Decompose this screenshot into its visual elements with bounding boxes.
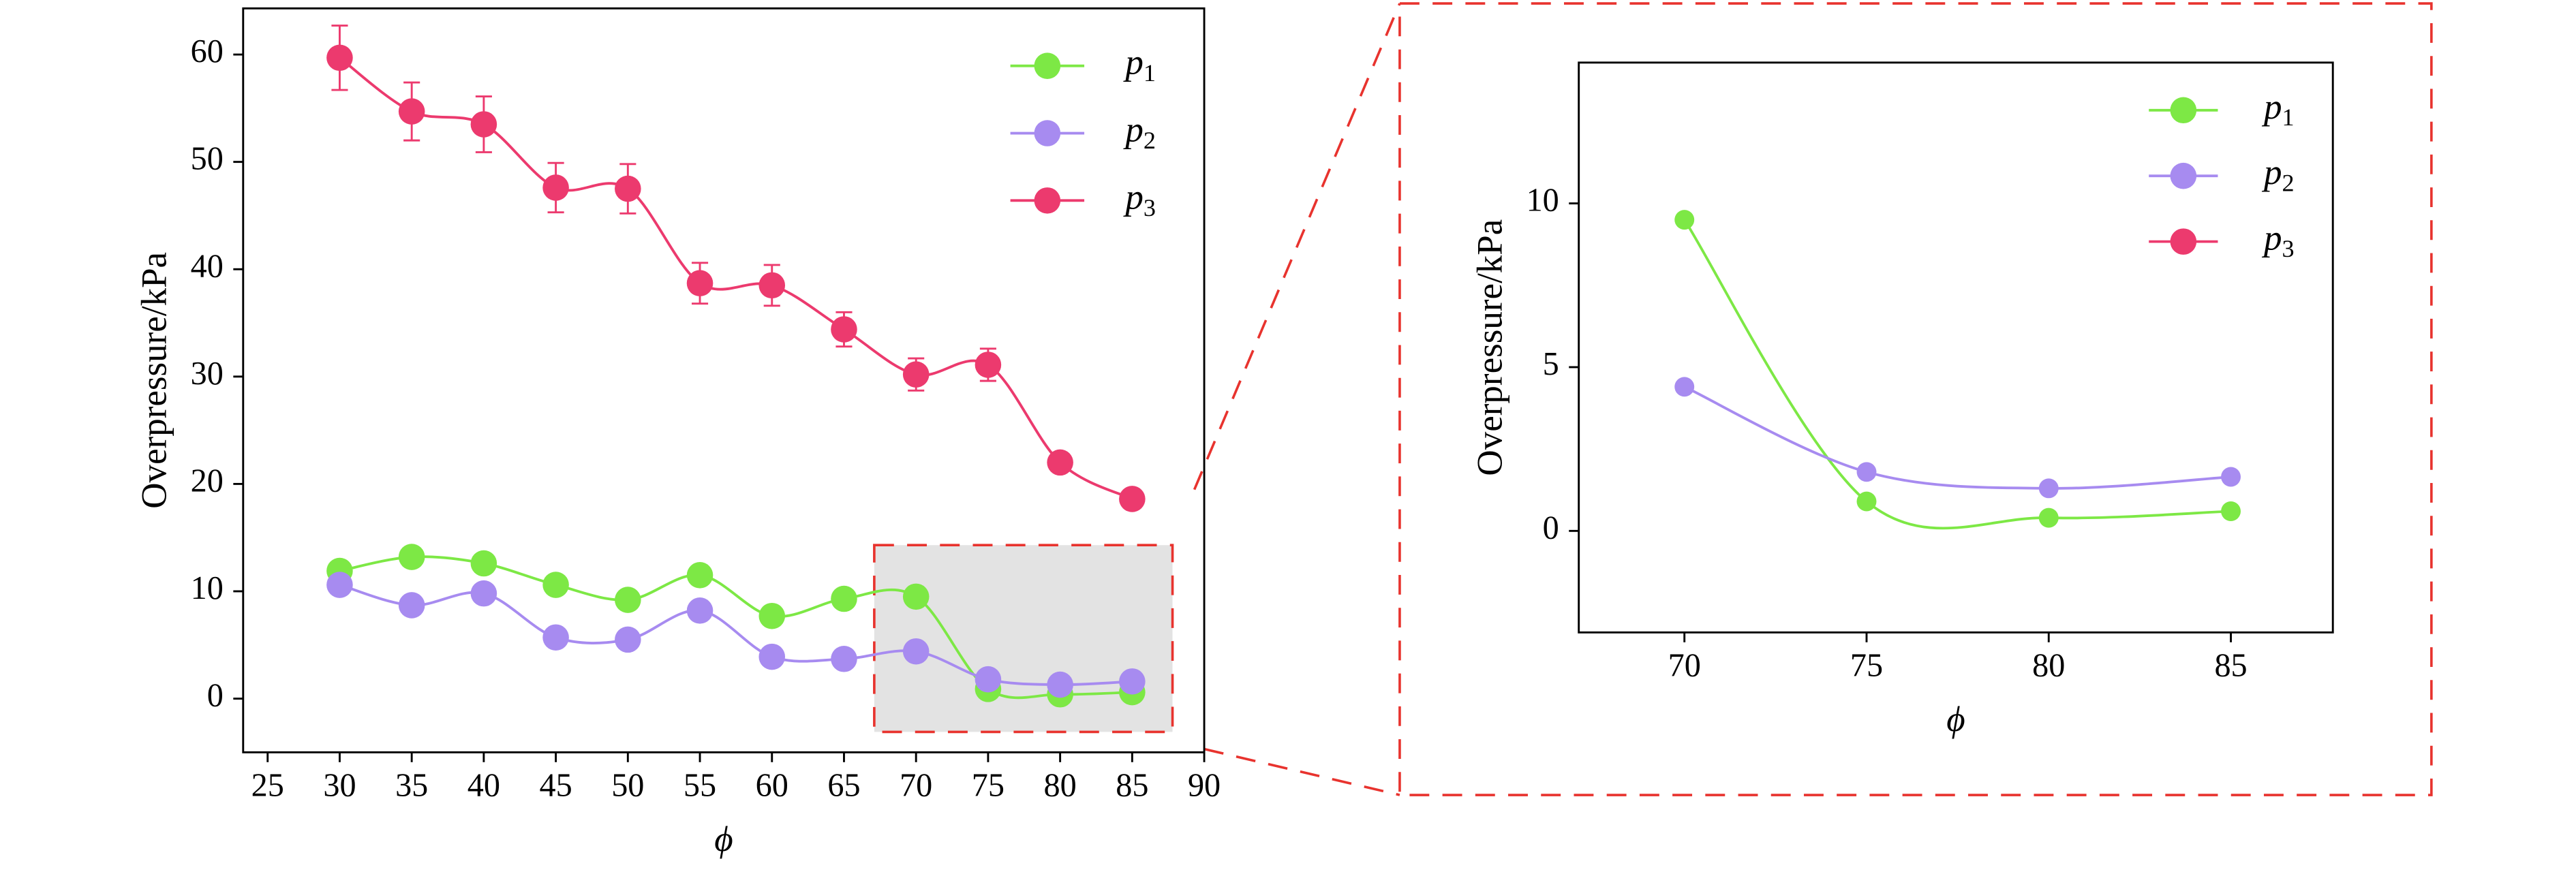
x-tick-label: 85	[1116, 767, 1148, 803]
x-tick-label: 65	[827, 767, 860, 803]
legend-label: p2	[2261, 153, 2295, 197]
plot-frame	[1578, 61, 2334, 634]
legend-label: p1	[2261, 87, 2295, 131]
legend-label: p3	[2261, 219, 2295, 263]
data-point	[1674, 210, 1695, 230]
data-point	[1856, 491, 1877, 512]
data-point	[831, 585, 857, 612]
x-tick-label: 80	[1044, 767, 1077, 803]
x-tick-label: 70	[1668, 647, 1701, 683]
series-line	[1683, 219, 2231, 530]
data-point	[1119, 486, 1146, 512]
data-point	[686, 270, 714, 297]
chart: 25 30 35 40 45 50 55 60 65 70 75 80 85 90 0 10 20 30 40 50 6…	[135, 7, 1221, 859]
data-point	[615, 587, 641, 613]
legend-marker	[1034, 52, 1061, 79]
legend-marker	[1034, 120, 1061, 146]
data-point	[542, 174, 569, 201]
y-axis-label: Overpressure/kPa	[1471, 219, 1510, 476]
x-tick-label: 55	[684, 767, 716, 803]
zoom-connectors	[1193, 2, 2433, 796]
y-tick-label: 0	[207, 678, 224, 714]
connector	[1203, 747, 1400, 796]
y-tick-label: 10	[1527, 183, 1559, 219]
x-tick-label: 80	[2032, 647, 2065, 683]
x-tick-label: 35	[395, 767, 428, 803]
inset-frame	[1398, 2, 2433, 796]
data-point	[2221, 501, 2241, 521]
series-line	[339, 57, 1133, 501]
y-tick-label: 10	[191, 570, 224, 606]
data-point	[975, 352, 1002, 378]
data-point	[470, 111, 497, 138]
data-point	[542, 624, 569, 651]
data-point	[758, 643, 786, 670]
data-point	[470, 580, 497, 607]
data-point	[2038, 508, 2059, 528]
data-point	[831, 645, 857, 672]
data-point	[615, 175, 641, 202]
y-tick-label: 50	[191, 141, 224, 177]
legend-marker	[2170, 97, 2197, 124]
legend-marker	[2170, 228, 2197, 255]
data-point	[1047, 671, 1073, 698]
legend-label: p3	[1122, 178, 1156, 222]
data-point	[686, 597, 714, 624]
data-point	[470, 550, 497, 577]
series-line	[1683, 386, 2231, 490]
x-axis-label: ϕ	[1946, 700, 1965, 739]
data-point	[615, 626, 641, 653]
y-tick-label: 20	[191, 463, 224, 499]
x-tick-label: 75	[1850, 647, 1883, 683]
x-tick-label: 75	[972, 767, 1005, 803]
data-point	[2221, 467, 2241, 487]
data-point	[1047, 449, 1073, 476]
connector	[1193, 3, 1401, 490]
x-tick-label: 40	[467, 767, 500, 803]
y-axis-label: Overpressure/kPa	[135, 252, 174, 509]
data-point	[902, 361, 930, 388]
data-point	[975, 666, 1002, 693]
y-tick-label: 0	[1543, 510, 1559, 546]
chart: 70 75 80 85 0 5 10 ϕ Overpressure/kPa p1 p2 p3	[1471, 61, 2334, 739]
data-point	[902, 638, 930, 665]
data-point	[831, 316, 857, 343]
x-tick-label: 50	[611, 767, 644, 803]
x-tick-label: 85	[2214, 647, 2247, 683]
legend-label: p2	[1122, 110, 1156, 155]
x-tick-label: 90	[1188, 767, 1221, 803]
data-point	[326, 44, 353, 72]
legend-marker	[1034, 187, 1061, 214]
y-tick-label: 40	[191, 248, 224, 284]
data-point	[398, 98, 425, 125]
data-point	[398, 592, 425, 619]
y-tick-label: 30	[191, 356, 224, 392]
plot-frame	[242, 7, 1206, 753]
data-point	[2038, 478, 2059, 499]
legend-label: p1	[1122, 43, 1156, 87]
data-point	[758, 272, 786, 299]
x-tick-label: 60	[756, 767, 788, 803]
x-tick-label: 25	[251, 767, 284, 803]
data-point	[398, 544, 425, 570]
legend-marker	[2170, 162, 2197, 189]
data-point	[542, 572, 569, 598]
x-tick-label: 30	[323, 767, 356, 803]
y-tick-label: 5	[1543, 346, 1559, 382]
data-point	[1674, 377, 1695, 397]
data-point	[758, 602, 786, 629]
data-point	[326, 572, 353, 598]
x-tick-label: 45	[539, 767, 572, 803]
data-point	[1856, 462, 1877, 482]
x-tick-label: 70	[900, 767, 932, 803]
y-tick-label: 60	[191, 33, 224, 69]
data-point	[902, 583, 930, 610]
data-point	[1119, 668, 1146, 695]
data-point	[686, 562, 714, 589]
x-axis-label: ϕ	[714, 820, 733, 859]
